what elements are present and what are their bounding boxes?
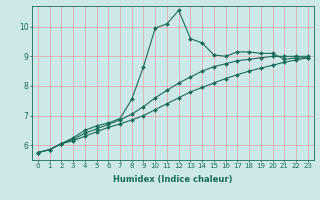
X-axis label: Humidex (Indice chaleur): Humidex (Indice chaleur)	[113, 175, 233, 184]
